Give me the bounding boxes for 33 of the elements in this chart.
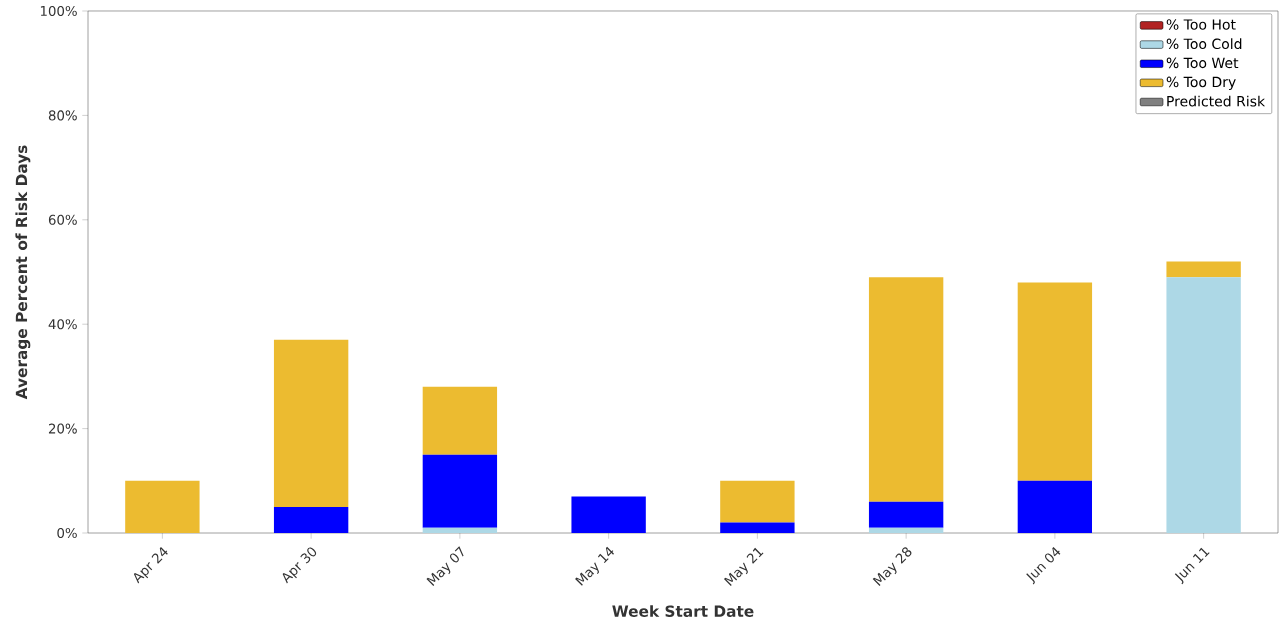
y-tick-label: 80% bbox=[48, 110, 77, 121]
bar bbox=[571, 496, 646, 533]
bar bbox=[125, 480, 200, 533]
bar bbox=[1166, 261, 1241, 278]
y-tick-label: 20% bbox=[48, 423, 77, 434]
bar bbox=[868, 501, 944, 528]
legend-label: % Too Cold bbox=[1166, 38, 1242, 50]
bar bbox=[422, 454, 498, 528]
bar bbox=[422, 386, 498, 455]
y-tick-label: 60% bbox=[48, 214, 77, 225]
x-tick-label: Jun 11 bbox=[1174, 547, 1210, 585]
y-tick-label: 40% bbox=[48, 319, 77, 330]
legend-label: % Too Dry bbox=[1166, 76, 1236, 90]
bar bbox=[422, 527, 498, 533]
y-axis-title: Average Percent of Risk Days bbox=[15, 145, 31, 400]
bar bbox=[1017, 282, 1093, 481]
legend-label: Predicted Risk bbox=[1167, 95, 1266, 107]
bar bbox=[1017, 480, 1093, 533]
x-tick-label: Apr 24 bbox=[133, 546, 168, 584]
x-tick-label: Apr 30 bbox=[282, 547, 317, 584]
bar bbox=[720, 522, 795, 533]
legend-label: % Too Wet bbox=[1166, 57, 1239, 69]
y-tick-label: 100% bbox=[40, 5, 77, 17]
x-tick-label: Jun 04 bbox=[1026, 546, 1061, 585]
bar bbox=[273, 506, 349, 533]
bar bbox=[273, 339, 349, 507]
bar bbox=[720, 480, 795, 523]
legend-label: % Too Hot bbox=[1166, 19, 1236, 30]
y-tick-label: 0% bbox=[57, 527, 77, 539]
bar bbox=[868, 277, 944, 502]
bar bbox=[1166, 277, 1241, 533]
bar bbox=[868, 527, 944, 533]
x-axis-title: Week Start Date bbox=[612, 605, 754, 617]
